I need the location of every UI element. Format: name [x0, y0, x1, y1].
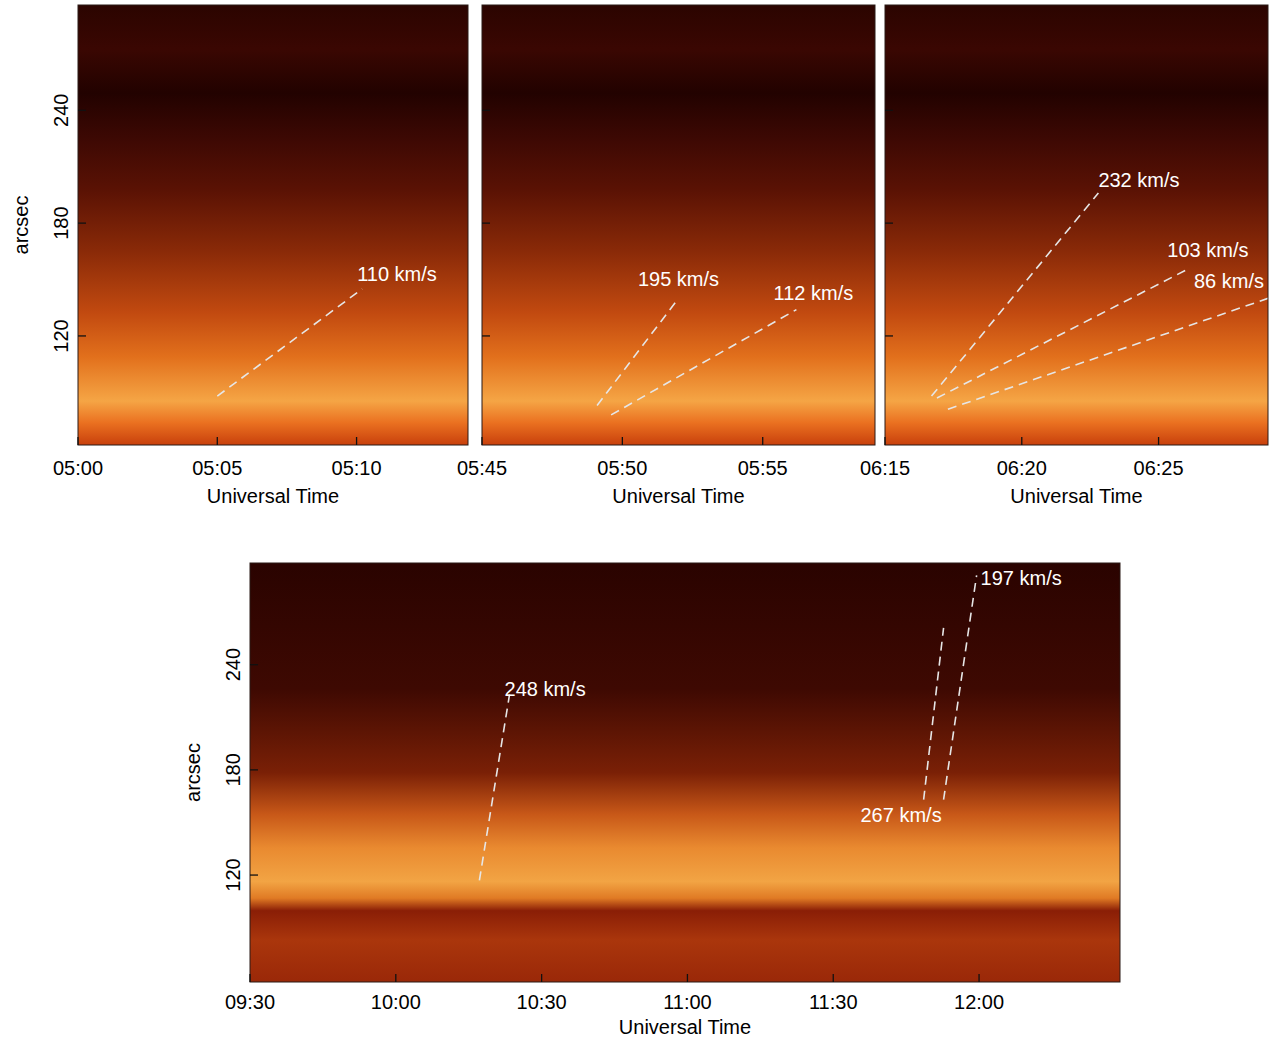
figure: 110 km/s 05:00 05:05 05:10 120 180 240 Universa…	[0, 0, 1273, 1044]
x-tick-label: 05:45	[457, 457, 507, 479]
plot-frame	[482, 5, 875, 445]
track-line	[924, 628, 944, 800]
tracks	[597, 298, 796, 415]
x-tick	[481, 437, 482, 445]
x-tick-label: 10:30	[517, 991, 567, 1013]
heatmap-background	[885, 5, 1268, 445]
track-line	[948, 298, 1268, 409]
y-tick	[250, 769, 258, 770]
speed-label: 110 km/s	[357, 263, 437, 285]
track-line	[597, 298, 678, 405]
speed-label: 112 km/s	[774, 282, 854, 304]
y-axis-title: arcsec	[182, 743, 204, 802]
x-tick-label: 06:15	[860, 457, 910, 479]
track-line	[932, 193, 1099, 396]
x-axis-title: Universal Time	[619, 1016, 751, 1038]
track-line	[944, 575, 977, 799]
heatmap-background	[482, 5, 875, 445]
heatmap-background	[78, 5, 468, 445]
tracks	[217, 289, 362, 396]
y-tick	[482, 222, 490, 223]
y-tick-label: 240	[222, 648, 244, 681]
tracks	[932, 193, 1268, 409]
plot-frame	[250, 563, 1120, 982]
y-tick	[78, 222, 86, 223]
y-tick	[78, 335, 86, 336]
y-tick	[482, 110, 490, 111]
track-line	[611, 310, 796, 415]
x-tick-label: 05:05	[192, 457, 242, 479]
speed-label: 197 km/s	[981, 567, 1062, 589]
track-line	[937, 270, 1186, 398]
x-tick-label: 11:00	[663, 991, 712, 1013]
y-tick	[250, 664, 258, 665]
x-tick	[884, 437, 885, 445]
tracks	[479, 575, 976, 880]
x-tick-label: 11:30	[809, 991, 858, 1013]
x-tick-label: 12:00	[954, 991, 1004, 1013]
speed-label: 232 km/s	[1098, 169, 1179, 191]
x-tick	[978, 974, 979, 982]
x-tick-label: 05:55	[738, 457, 788, 479]
track-line	[217, 289, 362, 396]
plot-frame	[885, 5, 1268, 445]
x-tick-label: 05:10	[332, 457, 382, 479]
x-tick-label: 09:30	[225, 991, 275, 1013]
y-tick-label: 180	[222, 753, 244, 786]
y-tick	[885, 222, 893, 223]
speed-label: 248 km/s	[505, 678, 586, 700]
x-axis-title: Universal Time	[1010, 485, 1142, 507]
plot-frame	[78, 5, 468, 445]
x-tick-label: 06:20	[997, 457, 1047, 479]
x-tick	[687, 974, 688, 982]
y-tick-label: 120	[222, 858, 244, 891]
y-tick	[78, 110, 86, 111]
y-tick	[482, 335, 490, 336]
x-tick-label: 05:00	[53, 457, 103, 479]
x-tick	[356, 437, 357, 445]
x-tick	[762, 437, 763, 445]
x-tick	[833, 974, 834, 982]
x-tick	[622, 437, 623, 445]
x-tick-label: 10:00	[371, 991, 421, 1013]
x-tick	[395, 974, 396, 982]
speed-label: 86 km/s	[1194, 270, 1264, 292]
x-tick	[217, 437, 218, 445]
speed-label: 195 km/s	[638, 268, 719, 290]
x-tick-label: 06:25	[1134, 457, 1184, 479]
y-tick	[885, 110, 893, 111]
x-tick	[77, 437, 78, 445]
x-tick	[1021, 437, 1022, 445]
y-tick-label: 240	[50, 94, 72, 127]
y-axis-title: arcsec	[10, 196, 32, 255]
x-axis-title: Universal Time	[207, 485, 339, 507]
x-tick	[1158, 437, 1159, 445]
x-tick	[541, 974, 542, 982]
track-line	[479, 694, 509, 880]
x-axis-title: Universal Time	[612, 485, 744, 507]
y-tick	[885, 335, 893, 336]
x-tick	[249, 974, 250, 982]
y-tick-label: 180	[50, 206, 72, 239]
speed-label: 103 km/s	[1167, 239, 1248, 261]
speed-label: 267 km/s	[860, 804, 941, 826]
x-tick-label: 05:50	[597, 457, 647, 479]
y-tick	[250, 874, 258, 875]
heatmap-background	[250, 563, 1120, 982]
y-tick-label: 120	[50, 319, 72, 352]
